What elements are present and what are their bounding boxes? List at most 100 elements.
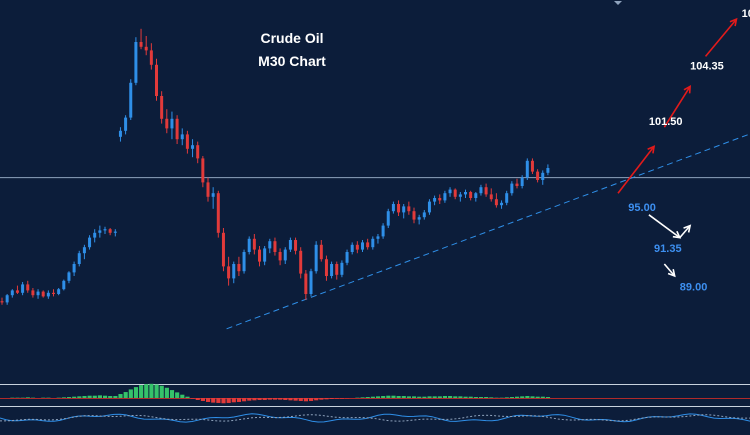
- histogram-bar: [196, 398, 200, 400]
- histogram-bar: [124, 392, 128, 398]
- candle-body: [397, 204, 400, 212]
- bearish-target-label: 91.35: [654, 243, 682, 255]
- candle-body: [263, 248, 266, 261]
- histogram-bar: [155, 384, 159, 398]
- histogram-bar: [227, 398, 231, 403]
- candle-body: [376, 236, 379, 238]
- candle-body: [31, 290, 34, 295]
- histogram-bar: [515, 397, 519, 398]
- candle-body: [340, 263, 343, 275]
- histogram-bar: [510, 397, 514, 398]
- histogram-bar: [458, 396, 462, 398]
- candle-body: [181, 134, 184, 139]
- candle-body: [474, 193, 477, 198]
- histogram-bar: [82, 396, 86, 398]
- histogram-bar: [464, 397, 468, 398]
- histogram-bar: [417, 397, 421, 398]
- candle: [160, 91, 163, 123]
- histogram-bar: [62, 397, 66, 398]
- bullish-target-label: 108.25: [742, 8, 750, 20]
- histogram-bar: [216, 398, 220, 403]
- histogram-bar: [211, 398, 215, 403]
- candle: [340, 260, 343, 277]
- candle-body: [541, 173, 544, 180]
- candle-body: [67, 272, 70, 280]
- histogram-bar: [206, 398, 210, 402]
- candle-body: [78, 253, 81, 264]
- candle-body: [16, 290, 19, 292]
- histogram-bar: [546, 397, 550, 398]
- candle-body: [346, 252, 349, 263]
- histogram-bar: [134, 387, 138, 398]
- candle-body: [315, 245, 318, 271]
- bearish-target-label: 95.00: [628, 202, 656, 214]
- candle-body: [413, 211, 416, 219]
- candle-body: [160, 96, 163, 119]
- candle-body: [47, 293, 50, 297]
- candle-body: [88, 238, 91, 248]
- candle-body: [11, 290, 14, 295]
- candle-body: [26, 284, 29, 290]
- candle-body: [124, 118, 127, 131]
- histogram-bar: [453, 396, 457, 398]
- histogram-bar: [252, 398, 256, 400]
- candle-body: [485, 187, 488, 194]
- candle-body: [361, 242, 364, 249]
- histogram-bar: [541, 397, 545, 398]
- histogram-bar: [489, 397, 493, 398]
- candle: [330, 262, 333, 279]
- candle-body: [531, 161, 534, 172]
- candle-body: [57, 289, 60, 294]
- histogram-bar: [288, 398, 292, 400]
- histogram-bar: [438, 396, 442, 398]
- candle-body: [325, 259, 328, 276]
- candle-body: [207, 182, 210, 196]
- candle-body: [407, 206, 410, 211]
- histogram-bar: [366, 397, 370, 398]
- histogram-bar: [484, 397, 488, 398]
- histogram-bar: [67, 397, 71, 398]
- histogram-bar: [469, 397, 473, 398]
- candle-body: [433, 198, 436, 202]
- histogram-bar: [474, 397, 478, 398]
- candle-body: [186, 134, 189, 148]
- bearish-target-label: 89.00: [680, 281, 708, 293]
- candle-body: [294, 240, 297, 251]
- histogram-bar: [149, 384, 153, 398]
- histogram-bar: [201, 398, 205, 401]
- candle-body: [371, 239, 374, 247]
- candle-body: [469, 192, 472, 198]
- candle-body: [443, 193, 446, 200]
- histogram-bar: [144, 384, 148, 398]
- candle-body: [418, 217, 421, 219]
- candle-body: [145, 47, 148, 51]
- candle-body: [222, 233, 225, 267]
- candle-body: [464, 192, 467, 194]
- histogram-bar: [268, 398, 272, 400]
- histogram-bar: [232, 398, 236, 402]
- bullish-target-label: 104.35: [690, 61, 724, 73]
- histogram-bar: [118, 394, 122, 398]
- histogram-bar: [407, 396, 411, 398]
- histogram-bar: [139, 385, 143, 398]
- histogram-bar: [391, 396, 395, 398]
- histogram-bar: [340, 398, 344, 399]
- candle-body: [248, 239, 251, 252]
- candle-body: [356, 245, 359, 250]
- candle-body: [217, 193, 220, 233]
- candle-body: [196, 145, 199, 158]
- candle-body: [284, 250, 287, 261]
- histogram-bar: [113, 396, 117, 398]
- histogram-bar: [422, 397, 426, 398]
- candle-body: [114, 232, 117, 233]
- candle-body: [505, 193, 508, 203]
- candle-body: [382, 226, 385, 237]
- candle-body: [454, 190, 457, 197]
- histogram-bar: [397, 396, 401, 398]
- chart-title: Crude Oil: [260, 30, 323, 46]
- candle: [315, 241, 318, 273]
- histogram-bar: [361, 397, 365, 398]
- candle-body: [129, 83, 132, 118]
- candle-body: [521, 178, 524, 186]
- candle-body: [98, 230, 101, 232]
